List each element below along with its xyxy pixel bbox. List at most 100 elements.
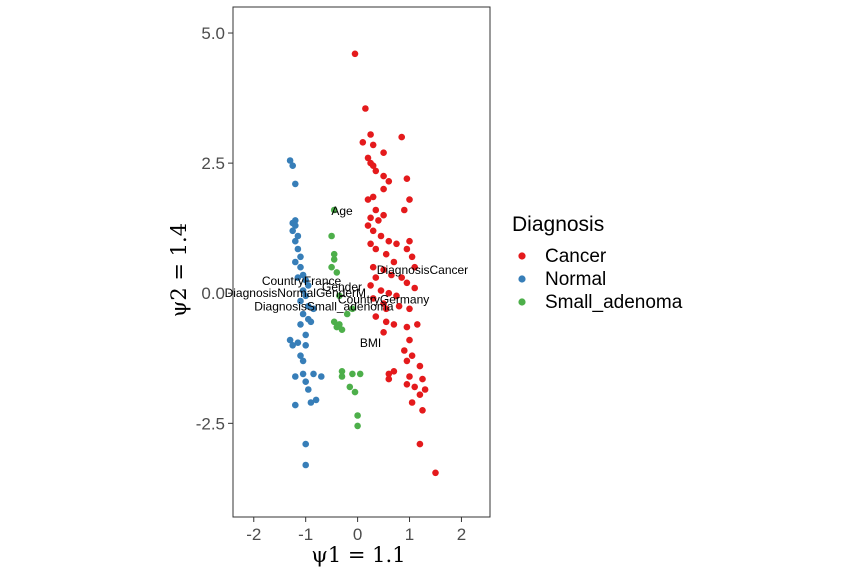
data-point: [380, 211, 387, 219]
plot-layer: AgeDiagnosisCancerCountryFranceGenderDia…: [225, 50, 468, 477]
data-point: [372, 206, 380, 214]
series-normal: [286, 157, 325, 469]
data-point: [367, 131, 374, 138]
data-point: [286, 157, 294, 164]
data-point: [416, 362, 424, 370]
series-small-adenoma: [328, 206, 364, 430]
data-point: [305, 386, 312, 393]
data-point: [369, 141, 377, 149]
legend-key: [518, 252, 526, 260]
data-point: [292, 180, 299, 188]
data-point: [398, 274, 406, 281]
data-point: [294, 245, 302, 253]
x-tick-label: 1: [405, 525, 414, 544]
data-point: [367, 214, 374, 222]
annotation-label: DiagnosisSmall_adenoma: [254, 299, 394, 313]
data-point: [385, 370, 393, 378]
data-point: [307, 318, 315, 326]
data-point: [343, 310, 351, 318]
data-point: [297, 297, 304, 305]
data-point: [390, 368, 398, 375]
data-point: [302, 440, 310, 448]
data-point: [302, 378, 310, 386]
data-point: [380, 172, 387, 180]
data-point: [294, 274, 302, 281]
annotation-label: CountryGermany: [338, 293, 429, 307]
data-point: [388, 271, 395, 279]
data-point: [411, 284, 419, 292]
data-point: [299, 271, 307, 279]
legend-label: Cancer: [545, 246, 607, 267]
data-point: [338, 368, 346, 375]
data-point: [382, 305, 390, 313]
data-point: [393, 240, 400, 248]
data-point: [330, 250, 338, 258]
annotation-label: DiagnosisCancer: [377, 263, 468, 277]
data-point: [380, 149, 387, 156]
data-point: [411, 263, 419, 271]
data-point: [377, 287, 385, 294]
data-point: [292, 401, 299, 409]
data-point: [406, 196, 413, 203]
legend-title: Diagnosis: [512, 213, 604, 236]
data-point: [408, 399, 416, 406]
data-point: [369, 295, 377, 302]
data-point: [333, 269, 341, 276]
data-point: [380, 266, 387, 274]
data-point: [393, 292, 400, 300]
data-point: [380, 300, 387, 307]
data-point: [403, 357, 411, 365]
data-point: [390, 258, 398, 266]
annotation-label: DiagnosisNormalGenderM: [225, 286, 366, 300]
data-point: [289, 342, 297, 349]
data-point: [372, 245, 380, 253]
data-point: [346, 383, 354, 391]
data-point: [359, 139, 367, 146]
data-point: [380, 329, 387, 336]
data-point: [382, 250, 390, 258]
data-point: [401, 206, 408, 214]
data-point: [351, 50, 359, 58]
data-point: [302, 292, 310, 300]
legend-key: [518, 298, 526, 306]
data-point: [330, 256, 338, 263]
plot-panel-border: [232, 6, 491, 518]
data-point: [398, 133, 406, 141]
data-point: [380, 185, 387, 193]
data-point: [292, 222, 299, 229]
data-point: [310, 305, 317, 313]
data-point: [369, 227, 377, 235]
data-point: [302, 331, 310, 339]
annotation-label: Age: [331, 204, 353, 218]
data-point: [354, 422, 361, 430]
data-point: [297, 253, 304, 261]
data-point: [302, 342, 310, 349]
data-point: [416, 391, 424, 399]
data-point: [385, 178, 393, 185]
legend-label: Small_adenoma: [545, 292, 683, 313]
data-point: [356, 370, 364, 378]
data-point: [414, 321, 421, 328]
data-point: [364, 196, 372, 203]
data-point: [382, 318, 390, 326]
data-point: [401, 347, 408, 354]
data-point: [328, 263, 335, 271]
data-point: [395, 302, 403, 310]
data-point: [369, 193, 377, 201]
data-point: [336, 292, 343, 300]
x-tick-label: 2: [457, 525, 466, 544]
data-point: [372, 274, 380, 281]
data-point: [369, 162, 377, 169]
data-point: [286, 336, 294, 344]
data-point: [354, 412, 361, 419]
data-point: [411, 383, 419, 391]
data-point: [299, 310, 307, 318]
data-point: [299, 370, 307, 378]
data-point: [302, 461, 310, 469]
data-point: [305, 282, 312, 289]
annotation-label: BMI: [360, 336, 381, 350]
y-tick-label: -2.5: [196, 414, 225, 433]
data-point: [364, 154, 372, 162]
